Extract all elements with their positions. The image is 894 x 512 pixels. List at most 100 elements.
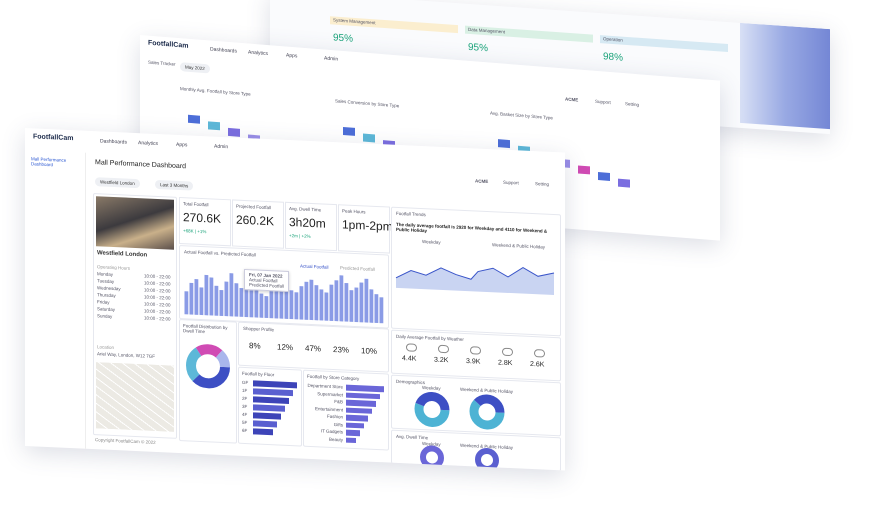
category-label: F&B — [334, 399, 343, 405]
donut — [186, 344, 230, 389]
kpi-value: 260.2K — [236, 212, 275, 229]
logo: FootfallCam — [33, 133, 74, 143]
period-filter[interactable]: Last 3 Months — [155, 179, 194, 191]
bar — [209, 277, 214, 316]
bar — [354, 287, 359, 323]
bar — [344, 282, 349, 322]
bar — [254, 285, 259, 318]
floor-label: 3F — [242, 403, 248, 410]
category-label: Beauty — [328, 436, 343, 442]
floor-label: 1F — [242, 387, 248, 394]
weather-value: 2.6K — [530, 360, 545, 369]
bar — [374, 294, 379, 324]
profile-value: 23% — [333, 344, 350, 355]
weekday-title: Weekday — [422, 239, 441, 245]
chart-title: Monthly Avg. Footfall by Store Type — [180, 86, 251, 97]
setting[interactable]: Setting — [625, 101, 640, 108]
card-value: 95% — [333, 32, 354, 45]
category-label: Supermarket — [317, 390, 343, 397]
bar — [204, 274, 209, 316]
profile-value: 8% — [249, 341, 261, 351]
account[interactable]: ACME — [475, 178, 489, 185]
bar — [224, 281, 229, 317]
category-bar — [346, 392, 380, 400]
hours: 10:00 - 22:00 — [144, 301, 171, 308]
box — [363, 133, 375, 143]
bar — [339, 275, 344, 322]
card-header: System Management — [330, 16, 458, 34]
kpi-label: Total Footfall — [183, 201, 209, 208]
bar — [259, 293, 264, 318]
shopper-profile-card: Shopper Profile 8% 12% 47% 23% 10% — [238, 321, 389, 373]
bar — [314, 285, 319, 321]
donuts — [420, 445, 499, 471]
nav-item: Apps — [286, 52, 298, 60]
category-label: Fashion — [326, 413, 343, 420]
hours: 10:00 - 22:00 — [144, 280, 171, 287]
kpi-card: Peak Hours 1pm-2pm — [338, 204, 393, 254]
footfall-trends-card: Footfall Trends The daily average footfa… — [391, 206, 561, 337]
kpi-change: +68K | +1% — [183, 228, 207, 235]
kpi-label: Projected Footfall — [236, 203, 272, 211]
bar — [349, 290, 354, 322]
floor-bar — [253, 420, 277, 428]
bar — [214, 285, 219, 316]
blue-grid — [740, 22, 830, 130]
kpi-card: Projected Footfall 260.2K — [232, 199, 284, 249]
kpi-value: 270.6K — [183, 210, 222, 226]
bar — [189, 282, 194, 315]
support[interactable]: Support — [503, 179, 519, 186]
box — [208, 121, 220, 131]
store-photo — [96, 196, 174, 250]
hours: 10:00 - 22:00 — [144, 294, 171, 301]
bar — [329, 284, 334, 321]
weather-value: 3.2K — [434, 356, 449, 365]
bar — [299, 286, 304, 320]
sidebar-item[interactable]: Mall Performance Dashboard — [31, 156, 67, 168]
bar — [289, 290, 294, 320]
sidebar — [25, 150, 86, 449]
bar — [229, 273, 234, 317]
hours: 10:00 - 22:00 — [144, 315, 171, 322]
bar — [359, 282, 364, 323]
floor-label: 4F — [242, 411, 248, 418]
weather-icon — [534, 349, 545, 358]
bar — [364, 278, 369, 323]
floor-bar — [253, 396, 289, 404]
weather-icon — [438, 344, 449, 354]
category-bar — [346, 384, 384, 392]
trend-card: Actual Footfall vs. Predicted Footfall A… — [179, 244, 389, 329]
account[interactable]: ACME — [565, 96, 579, 103]
weather-icon — [502, 347, 513, 357]
dwell-distribution-card: Footfall Distribution by Dwell Time — [179, 318, 237, 444]
hours: 10:00 - 22:00 — [144, 308, 171, 315]
trend-chart — [184, 273, 384, 324]
kpi-label: Avg. Dwell Time — [289, 205, 322, 213]
sidebar-item: Sales Tracker — [148, 59, 176, 67]
nav-item: Apps — [176, 141, 188, 149]
demographics-card: Demographics Weekday Weekend & Public Ho… — [391, 374, 561, 437]
store-card: Westfield London Operating Hours Monday 1… — [93, 193, 177, 439]
bar — [184, 291, 189, 315]
store-filter[interactable]: Westfield London — [95, 177, 140, 189]
chart-title: Sales Conversion by Store Type — [335, 98, 400, 109]
support[interactable]: Support — [595, 98, 611, 106]
weather-value: 2.8K — [498, 359, 513, 368]
dwell-card: Avg. Dwell Time Weekday Weekend & Public… — [391, 429, 561, 471]
card-title: Daily Average Footfall by Weather — [396, 333, 464, 342]
footer: Copyright FootfallCam © 2022 — [95, 437, 156, 445]
day: Thursday — [97, 292, 116, 299]
kpi-value: 1pm-2pm — [342, 217, 393, 234]
bar — [284, 283, 289, 319]
summary: The daily average footfall is 2920 for W… — [396, 221, 548, 234]
store-name: Westfield London — [97, 250, 148, 259]
setting[interactable]: Setting — [535, 181, 550, 187]
map — [96, 362, 174, 432]
date-filter[interactable]: May 2022 — [180, 62, 210, 74]
bar — [369, 289, 374, 323]
bar — [294, 292, 299, 320]
card-title: Footfall by Floor — [242, 370, 275, 378]
trend-lines — [395, 267, 555, 296]
category-bar — [346, 399, 376, 407]
day: Monday — [97, 271, 114, 277]
